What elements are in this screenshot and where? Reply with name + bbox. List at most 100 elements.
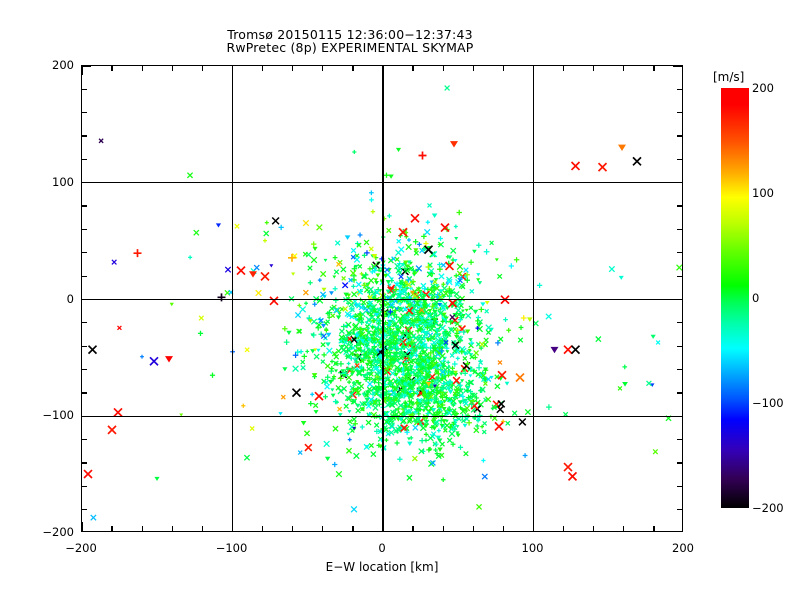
colorbar-tick-label: −200 xyxy=(752,501,784,515)
scatter-point xyxy=(456,415,462,422)
scatter-point xyxy=(377,444,384,449)
figure-title-line1: Tromsø 20150115 12:36:00−12:37:43 xyxy=(227,27,473,42)
scatter-point xyxy=(426,356,432,361)
scatter-point xyxy=(617,386,623,391)
scatter-point xyxy=(468,374,473,378)
scatter-point xyxy=(443,339,449,345)
scatter-point xyxy=(351,291,358,298)
scatter-point xyxy=(456,209,462,216)
scatter-point xyxy=(328,379,334,385)
scatter-point xyxy=(324,374,331,380)
scatter-point xyxy=(416,310,424,318)
scatter-point xyxy=(468,353,474,357)
scatter-point xyxy=(457,444,464,450)
scatter-point xyxy=(414,406,420,412)
scatter-point xyxy=(354,318,359,322)
axis-tick xyxy=(231,522,234,531)
scatter-point xyxy=(460,309,465,313)
scatter-point xyxy=(385,357,390,362)
scatter-point xyxy=(431,293,436,299)
scatter-point xyxy=(375,317,381,324)
scatter-point xyxy=(364,321,369,325)
scatter-point xyxy=(407,363,414,370)
scatter-point xyxy=(376,383,382,390)
scatter-point xyxy=(325,342,331,347)
axis-tick xyxy=(677,252,682,254)
scatter-point xyxy=(415,417,422,422)
scatter-point xyxy=(400,263,406,267)
scatter-point xyxy=(497,370,507,380)
scatter-point xyxy=(333,269,340,275)
scatter-point xyxy=(332,461,338,468)
axis-tick xyxy=(677,485,682,487)
scatter-point xyxy=(437,323,443,328)
axis-tick xyxy=(677,112,682,114)
scatter-point xyxy=(335,315,342,320)
scatter-point xyxy=(413,409,419,415)
scatter-point xyxy=(382,425,388,430)
scatter-point xyxy=(479,386,486,393)
scatter-point xyxy=(432,346,439,353)
scatter-point xyxy=(476,242,482,248)
scatter-point xyxy=(351,387,356,392)
scatter-point xyxy=(372,329,377,335)
scatter-point xyxy=(351,277,357,283)
scatter-point xyxy=(372,378,378,383)
scatter-point xyxy=(386,227,392,234)
scatter-point xyxy=(435,371,442,377)
y-tick-label: 200 xyxy=(52,58,74,72)
scatter-point xyxy=(468,342,474,349)
scatter-point xyxy=(349,370,356,376)
scatter-point xyxy=(423,245,434,255)
axis-tick xyxy=(593,526,595,531)
scatter-point xyxy=(328,291,334,296)
scatter-point xyxy=(622,364,628,370)
scatter-point xyxy=(341,275,346,281)
scatter-point xyxy=(469,340,475,346)
scatter-point xyxy=(425,220,430,225)
scatter-point xyxy=(348,367,353,372)
scatter-point xyxy=(354,359,360,365)
scatter-point xyxy=(433,397,438,401)
scatter-point xyxy=(387,283,392,288)
axis-tick xyxy=(442,526,444,531)
scatter-point xyxy=(383,418,390,425)
scatter-point xyxy=(90,514,97,521)
scatter-point xyxy=(323,379,330,386)
scatter-point xyxy=(422,357,428,363)
scatter-point xyxy=(427,434,434,442)
scatter-point xyxy=(330,388,335,392)
scatter-point xyxy=(437,266,443,273)
axis-tick xyxy=(141,526,143,531)
scatter-point xyxy=(368,307,375,314)
scatter-point xyxy=(389,278,395,283)
axis-tick xyxy=(677,438,682,441)
scatter-point xyxy=(373,366,380,371)
scatter-point xyxy=(343,403,349,409)
scatter-point xyxy=(400,286,408,294)
scatter-point xyxy=(375,273,381,278)
scatter-point xyxy=(346,312,352,318)
scatter-point xyxy=(404,230,409,235)
scatter-point xyxy=(193,229,200,236)
scatter-point xyxy=(149,356,159,366)
scatter-point xyxy=(374,281,380,285)
scatter-point xyxy=(377,307,382,312)
scatter-point xyxy=(431,344,437,349)
scatter-point xyxy=(260,271,270,281)
scatter-point xyxy=(338,334,345,341)
colorbar-tick-label: −100 xyxy=(752,396,784,410)
scatter-point xyxy=(412,271,417,276)
scatter-point xyxy=(422,384,427,390)
scatter-point xyxy=(518,325,524,330)
scatter-point xyxy=(389,370,396,377)
scatter-point xyxy=(438,236,443,241)
scatter-point xyxy=(402,320,407,324)
y-tick-label: −200 xyxy=(42,525,74,539)
axis-tick xyxy=(442,66,444,71)
scatter-point xyxy=(452,426,458,432)
scatter-point xyxy=(241,403,246,408)
scatter-point xyxy=(423,419,430,425)
scatter-point xyxy=(459,345,466,353)
scatter-point xyxy=(471,368,477,374)
